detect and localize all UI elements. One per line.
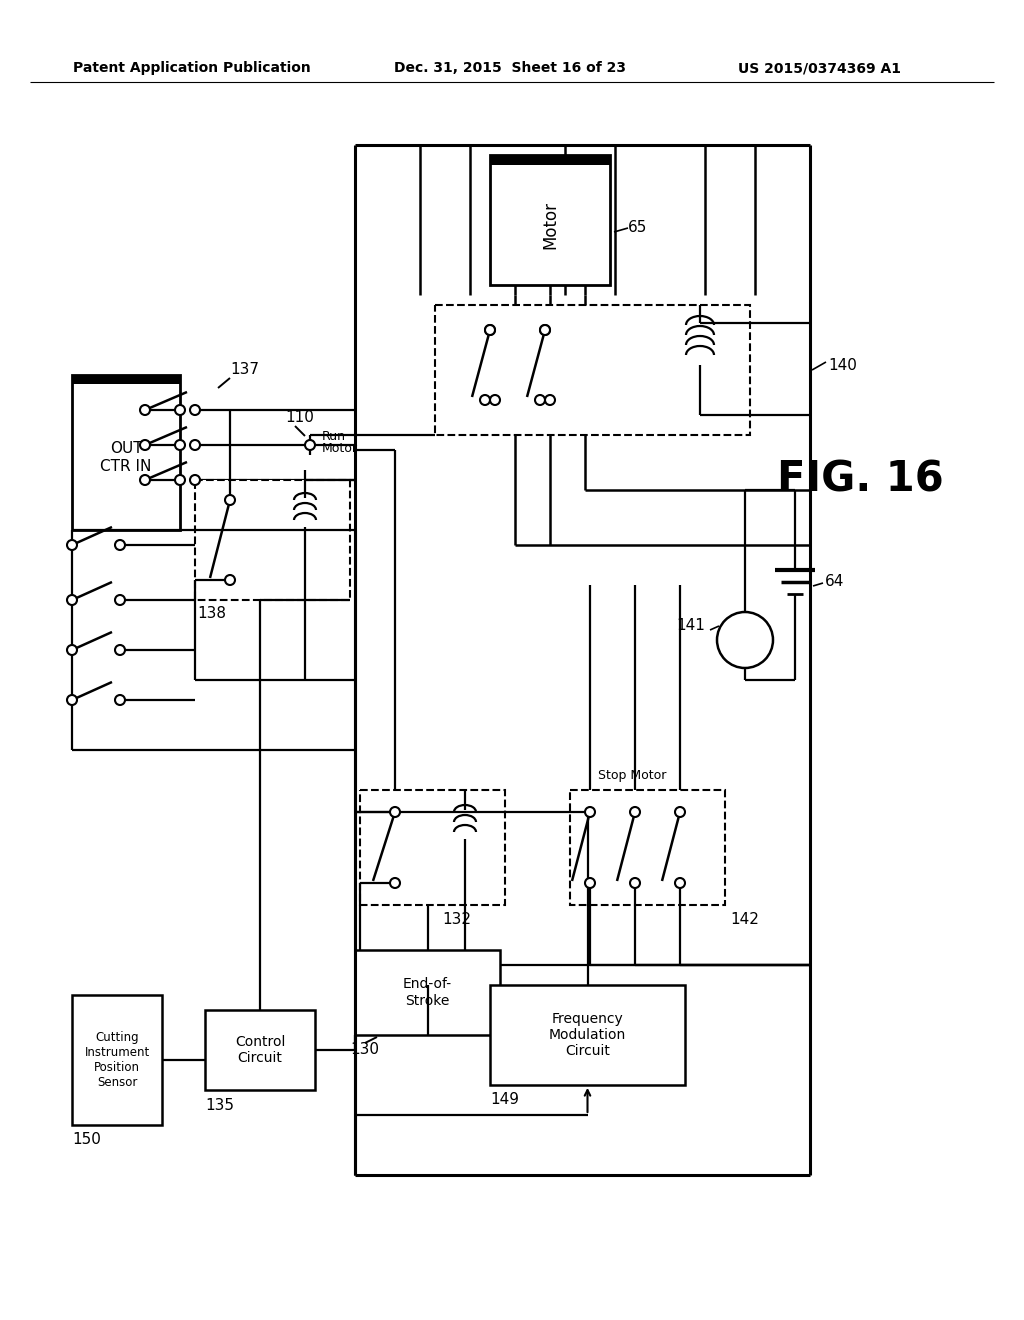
Circle shape [490, 395, 500, 405]
Circle shape [67, 696, 77, 705]
Text: End-of-
Stroke: End-of- Stroke [402, 977, 452, 1007]
Text: Frequency
Modulation
Circuit: Frequency Modulation Circuit [549, 1012, 626, 1059]
Text: Cutting
Instrument
Position
Sensor: Cutting Instrument Position Sensor [84, 1031, 150, 1089]
Text: 132: 132 [442, 912, 471, 927]
Text: 65: 65 [628, 220, 647, 235]
Text: 110: 110 [285, 411, 314, 425]
Bar [570, 789, 725, 906]
Circle shape [585, 878, 595, 888]
Text: 130: 130 [350, 1043, 379, 1057]
Text: 142: 142 [730, 912, 759, 927]
Circle shape [175, 440, 185, 450]
Text: Dec. 31, 2015  Sheet 16 of 23: Dec. 31, 2015 Sheet 16 of 23 [394, 61, 626, 75]
Circle shape [485, 325, 495, 335]
Circle shape [305, 440, 315, 450]
Circle shape [175, 405, 185, 414]
Text: 137: 137 [230, 363, 259, 378]
Circle shape [190, 440, 200, 450]
Circle shape [630, 807, 640, 817]
Text: Control
Circuit: Control Circuit [234, 1035, 286, 1065]
Circle shape [115, 696, 125, 705]
Text: 141: 141 [676, 618, 705, 632]
Circle shape [480, 395, 490, 405]
Circle shape [140, 475, 150, 484]
Circle shape [115, 645, 125, 655]
Bar [490, 154, 610, 285]
Text: Stop Motor: Stop Motor [598, 770, 667, 783]
Bar [72, 995, 162, 1125]
Circle shape [175, 475, 185, 484]
Circle shape [67, 595, 77, 605]
Text: 149: 149 [490, 1093, 519, 1107]
Circle shape [225, 495, 234, 506]
Text: Motor: Motor [541, 201, 559, 249]
Text: Motor: Motor [322, 442, 358, 455]
Circle shape [540, 325, 550, 335]
Circle shape [140, 440, 150, 450]
Text: 64: 64 [825, 574, 845, 590]
Text: 150: 150 [72, 1133, 101, 1147]
Bar [195, 480, 350, 601]
Circle shape [190, 405, 200, 414]
Circle shape [67, 645, 77, 655]
Text: Patent Application Publication: Patent Application Publication [73, 61, 311, 75]
Text: OUT
CTR IN: OUT CTR IN [100, 441, 152, 474]
Text: Run: Run [322, 429, 346, 442]
Bar [360, 789, 505, 906]
Text: FIG. 16: FIG. 16 [776, 459, 943, 502]
Bar [72, 375, 180, 531]
Text: 140: 140 [828, 358, 857, 372]
Text: US 2015/0374369 A1: US 2015/0374369 A1 [738, 61, 901, 75]
Bar [72, 375, 180, 384]
Circle shape [140, 405, 150, 414]
Circle shape [675, 878, 685, 888]
Circle shape [630, 878, 640, 888]
Bar [355, 950, 500, 1035]
Circle shape [675, 807, 685, 817]
Bar [205, 1010, 315, 1090]
Circle shape [190, 475, 200, 484]
Circle shape [545, 395, 555, 405]
Bar [490, 985, 685, 1085]
Bar [490, 154, 610, 165]
Circle shape [585, 807, 595, 817]
Bar [435, 305, 750, 436]
Circle shape [115, 595, 125, 605]
Circle shape [485, 325, 495, 335]
Circle shape [67, 540, 77, 550]
Circle shape [115, 540, 125, 550]
Circle shape [535, 395, 545, 405]
Circle shape [540, 325, 550, 335]
Circle shape [390, 807, 400, 817]
Circle shape [225, 576, 234, 585]
Circle shape [390, 878, 400, 888]
Circle shape [717, 612, 773, 668]
Text: 138: 138 [197, 606, 226, 622]
Text: 135: 135 [205, 1097, 234, 1113]
